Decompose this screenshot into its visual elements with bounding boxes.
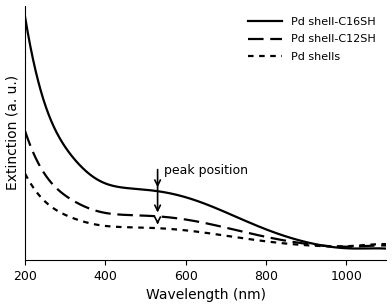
- X-axis label: Wavelength (nm): Wavelength (nm): [146, 289, 266, 302]
- Pd shell-C16SH: [44, 105, 48, 109]
- Pd shell-C16SH: [158, 190, 163, 193]
- Pd shells: [158, 226, 163, 230]
- Line: Pd shell-C16SH: Pd shell-C16SH: [25, 17, 387, 249]
- Pd shell-C12SH: [170, 216, 175, 220]
- Pd shell-C16SH: [384, 247, 389, 250]
- Pd shell-C12SH: [100, 210, 105, 214]
- Pd shell-C16SH: [269, 230, 274, 233]
- Line: Pd shell-C12SH: Pd shell-C12SH: [25, 131, 387, 247]
- Pd shell-C12SH: [44, 174, 48, 177]
- Pd shells: [170, 227, 175, 231]
- Line: Pd shells: Pd shells: [25, 174, 387, 246]
- Legend: Pd shell-C16SH, Pd shell-C12SH, Pd shells: Pd shell-C16SH, Pd shell-C12SH, Pd shell…: [243, 11, 381, 68]
- Text: peak position: peak position: [163, 164, 248, 177]
- Pd shells: [269, 240, 274, 244]
- Pd shell-C12SH: [158, 215, 163, 218]
- Pd shell-C12SH: [384, 244, 389, 247]
- Pd shell-C16SH: [170, 192, 175, 196]
- Pd shell-C16SH: [100, 180, 105, 184]
- Pd shells: [334, 245, 338, 248]
- Pd shells: [172, 227, 177, 231]
- Pd shell-C16SH: [23, 15, 27, 19]
- Pd shells: [384, 242, 389, 246]
- Pd shell-C12SH: [269, 236, 274, 240]
- Pd shells: [100, 224, 105, 227]
- Pd shells: [44, 200, 48, 204]
- Pd shell-C12SH: [343, 245, 348, 249]
- Pd shell-C12SH: [23, 129, 27, 133]
- Pd shells: [23, 172, 27, 176]
- Pd shell-C12SH: [172, 216, 177, 220]
- Y-axis label: Extinction (a. u.): Extinction (a. u.): [5, 75, 20, 190]
- Pd shell-C16SH: [172, 192, 177, 196]
